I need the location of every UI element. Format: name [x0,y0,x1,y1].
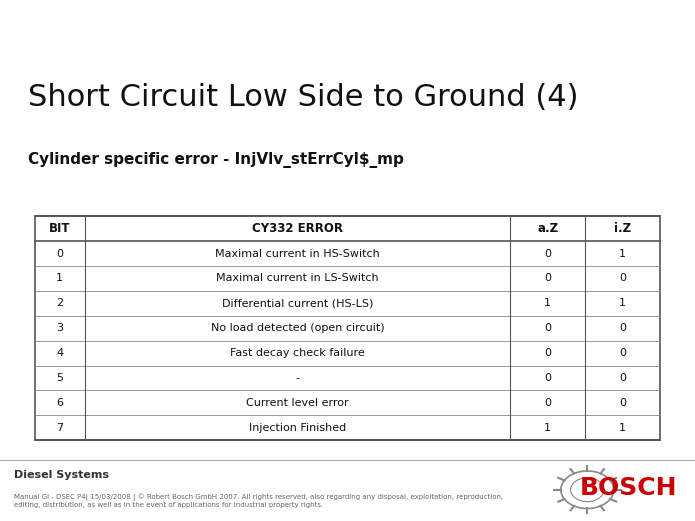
Text: a.Z: a.Z [537,222,558,235]
Text: 1: 1 [544,299,551,308]
Text: 0: 0 [544,398,551,408]
Text: 0: 0 [544,249,551,258]
Text: Overview of Diagnosis: Overview of Diagnosis [17,21,208,36]
Text: 0: 0 [544,373,551,383]
Text: BOSCH: BOSCH [580,477,678,501]
Text: 0: 0 [619,274,626,283]
Text: 2: 2 [56,299,63,308]
Text: 4: 4 [56,348,63,358]
Text: 6: 6 [56,398,63,408]
Text: 1: 1 [619,299,626,308]
Text: Maximal current in LS-Switch: Maximal current in LS-Switch [216,274,379,283]
Text: 0: 0 [544,348,551,358]
Text: Fast decay check failure: Fast decay check failure [230,348,365,358]
Text: 0: 0 [544,274,551,283]
Text: 0: 0 [619,348,626,358]
Text: 3: 3 [56,323,63,333]
Text: i.Z: i.Z [614,222,631,235]
Text: No load detected (open circuit): No load detected (open circuit) [211,323,384,333]
Text: Cylinder specific error - InjVlv_stErrCyl$_mp: Cylinder specific error - InjVlv_stErrCy… [28,152,404,168]
Text: 0: 0 [56,249,63,258]
Text: Maximal current in HS-Switch: Maximal current in HS-Switch [215,249,380,258]
Text: 1: 1 [619,423,626,433]
Text: -: - [295,373,300,383]
Text: Current level error: Current level error [246,398,349,408]
Text: Diesel Systems: Diesel Systems [14,470,109,480]
Text: 1: 1 [56,274,63,283]
Text: Manual GI - DSEC P4| 15/03/2008 | © Robert Bosch GmbH 2007. All rights reserved,: Manual GI - DSEC P4| 15/03/2008 | © Robe… [14,493,503,508]
Text: 0: 0 [619,398,626,408]
Text: Short Circuit Low Side to Ground (4): Short Circuit Low Side to Ground (4) [28,83,578,112]
Text: Differential current (HS-LS): Differential current (HS-LS) [222,299,373,308]
Text: 0: 0 [619,373,626,383]
Text: Injection Finished: Injection Finished [249,423,346,433]
Text: 0: 0 [544,323,551,333]
Text: CY332 ERROR: CY332 ERROR [252,222,343,235]
Text: 1: 1 [544,423,551,433]
Text: 5: 5 [56,373,63,383]
Text: 7: 7 [56,423,63,433]
Text: 1: 1 [619,249,626,258]
Text: 0: 0 [619,323,626,333]
Text: BIT: BIT [49,222,70,235]
